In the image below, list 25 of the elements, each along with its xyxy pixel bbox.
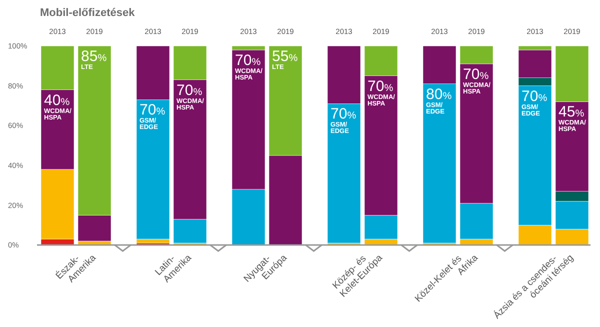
text: GSM/ EDGE <box>522 104 540 118</box>
data-label: 70% <box>463 66 489 83</box>
data-label: 70% <box>140 102 166 119</box>
text: WCDMA/ HSPA <box>368 94 395 108</box>
data-label: 55% <box>272 48 298 65</box>
data-label: 70% <box>176 82 202 99</box>
text: WCDMA/ HSPA <box>235 68 262 82</box>
data-label: 85% <box>81 48 107 65</box>
data-label: 70% <box>235 52 261 69</box>
text: WCDMA/ HSPA <box>44 108 72 122</box>
data-label: 40% <box>44 92 70 109</box>
data-label: 80% <box>426 86 452 103</box>
series-label: LTE <box>81 64 94 71</box>
text: LTE <box>272 64 284 71</box>
text: GSM/ EDGE <box>426 102 444 116</box>
data-label: 70% <box>330 106 356 123</box>
text: WCDMA/ HSPA <box>463 82 490 96</box>
chart-title: Mobil-előfizetések <box>40 7 136 19</box>
series-label: WCDMA/ HSPA <box>558 120 586 134</box>
data-label: 70% <box>368 78 394 95</box>
series-label: GSM/ EDGE <box>140 118 159 132</box>
data-label: 70% <box>522 88 548 105</box>
text: GSM/ EDGE <box>330 122 349 136</box>
text: WCDMA/ HSPA <box>176 98 204 112</box>
data-label: 45% <box>558 104 584 121</box>
